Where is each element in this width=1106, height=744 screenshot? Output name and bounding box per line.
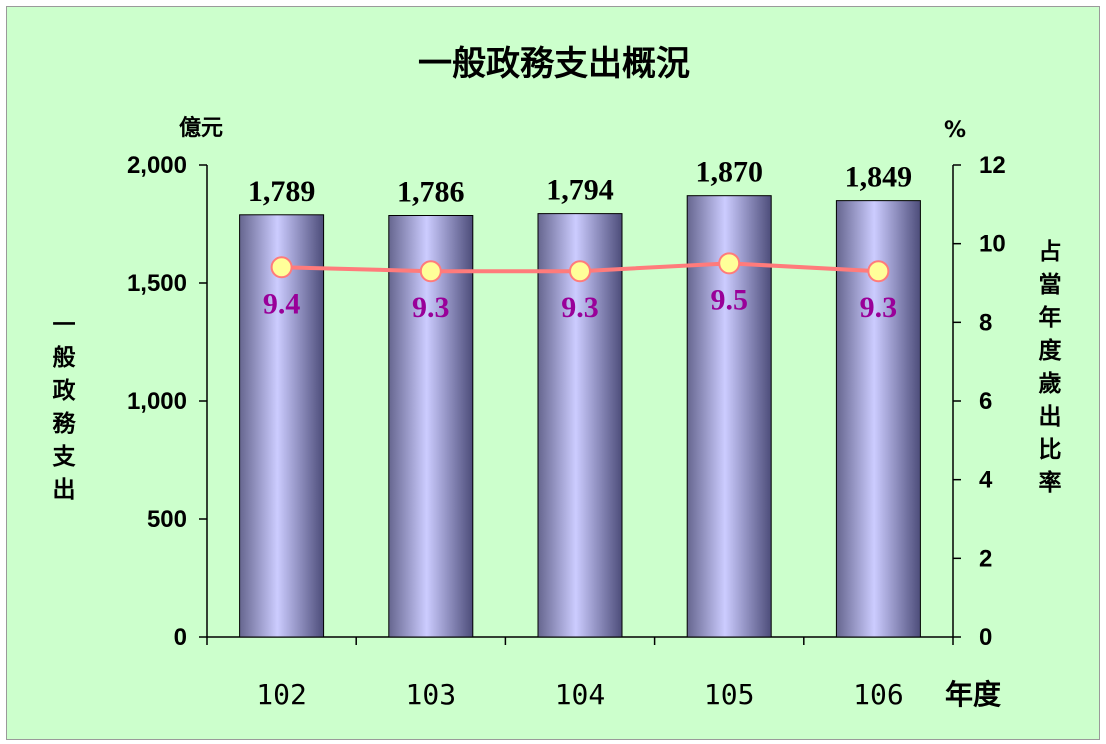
data-labels: 1,789 1,786 1,794 1,870 1,849 9.4 9.3 9.3 9.5 9.3 [248, 156, 912, 325]
right-tick-label: 4 [979, 467, 993, 494]
right-axis-unit: % [944, 118, 966, 143]
bar-value-label: 1,786 [397, 176, 465, 209]
x-tick-label: 105 [704, 678, 755, 711]
axes: 0 500 1,000 1,500 2,000 0 2 4 6 8 10 12 102 103 104 105… [127, 152, 1006, 711]
rate-point [569, 260, 591, 283]
bar [239, 214, 325, 638]
bar [537, 213, 623, 638]
rate-point [718, 252, 741, 275]
right-tick-label: 12 [979, 152, 1006, 179]
x-tick-label: 103 [406, 678, 457, 711]
left-tick-label: 0 [174, 624, 187, 651]
bar-series [239, 195, 921, 638]
rate-point [419, 260, 442, 283]
x-tick-label: 104 [555, 678, 606, 711]
right-tick-label: 10 [979, 231, 1006, 258]
right-tick-label: 8 [979, 309, 992, 336]
bar-value-label: 1,849 [845, 161, 913, 194]
right-tick-label: 6 [979, 388, 992, 415]
bar-value-label: 1,789 [248, 175, 316, 208]
rate-value-label: 9.3 [860, 291, 898, 324]
rate-series [270, 252, 890, 283]
left-tick-label: 1,000 [127, 388, 187, 415]
left-axis-title: 一般政務支出 [48, 312, 77, 510]
rate-point [867, 260, 890, 283]
left-axis-unit: 億元 [179, 115, 223, 141]
right-tick-label: 2 [979, 545, 992, 572]
right-tick-label: 0 [979, 624, 992, 651]
chart-frame: 一般政務支出概況 億元 % 一般政務支出 占當年度歲出比率 年度 0 500 1,0… [6, 6, 1100, 740]
bar-value-label: 1,794 [546, 174, 614, 207]
x-tick-label: 106 [853, 678, 904, 711]
left-tick-label: 1,500 [127, 270, 187, 297]
rate-point [270, 256, 293, 279]
rate-value-label: 9.4 [263, 287, 301, 320]
rate-value-label: 9.3 [561, 291, 599, 324]
x-tick-label: 102 [256, 678, 307, 711]
bar-value-label: 1,870 [695, 156, 763, 189]
chart: 一般政務支出概況 億元 % 一般政務支出 占當年度歲出比率 年度 0 500 1,0… [48, 44, 1062, 711]
bar [388, 215, 474, 638]
x-axis-title: 年度 [945, 678, 1001, 711]
rate-value-label: 9.3 [412, 291, 450, 324]
right-axis-title: 占當年度歲出比率 [1034, 239, 1062, 503]
rate-value-label: 9.5 [710, 283, 748, 316]
chart-title: 一般政務支出概況 [418, 44, 690, 84]
left-tick-label: 2,000 [127, 152, 187, 179]
left-tick-label: 500 [147, 506, 187, 533]
